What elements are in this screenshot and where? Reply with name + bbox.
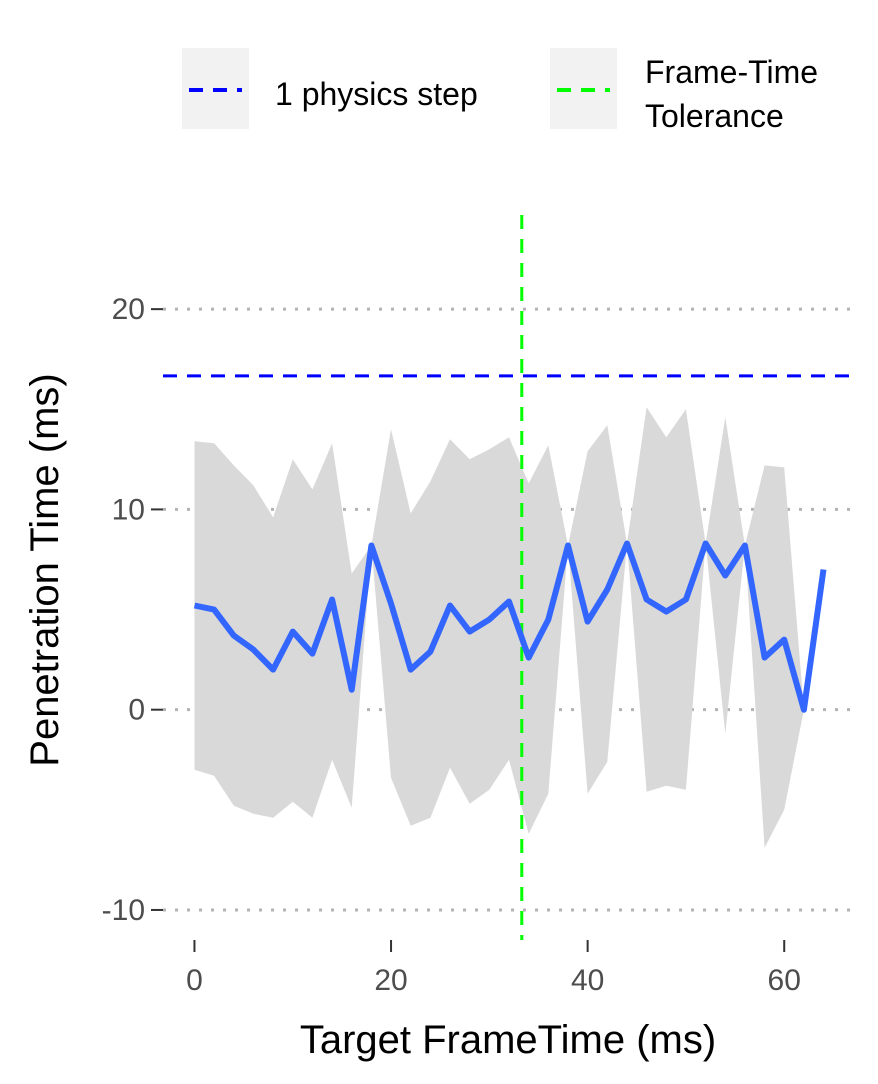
- series-line: [193, 540, 827, 713]
- y-axis-title: Penetration Time (ms): [23, 373, 67, 766]
- y-tick-label: 20: [112, 293, 145, 326]
- x-tick-label: 40: [571, 964, 604, 997]
- grid-lines: [163, 307, 855, 912]
- x-tick-label: 0: [186, 964, 203, 997]
- y-tick-label: 10: [112, 493, 145, 526]
- y-tick-label: -10: [102, 894, 145, 927]
- axes: -10 0 10 20 0 20 40 60: [102, 293, 801, 997]
- ribbon-area: [194, 407, 824, 848]
- legend-label-frame-time-line1: Frame-Time: [645, 54, 818, 90]
- data-series: [193, 540, 827, 713]
- legend-label-physics-step: 1 physics step: [275, 76, 478, 112]
- confidence-ribbon: [194, 407, 824, 848]
- x-tick-label: 20: [374, 964, 407, 997]
- y-tick-label: 0: [128, 694, 145, 727]
- reference-lines: [163, 215, 855, 940]
- legend: 1 physics step Frame-Time Tolerance: [182, 48, 818, 134]
- legend-label-frame-time-line2: Tolerance: [645, 98, 784, 134]
- x-axis-title: Target FrameTime (ms): [300, 1018, 716, 1062]
- x-tick-label: 60: [768, 964, 801, 997]
